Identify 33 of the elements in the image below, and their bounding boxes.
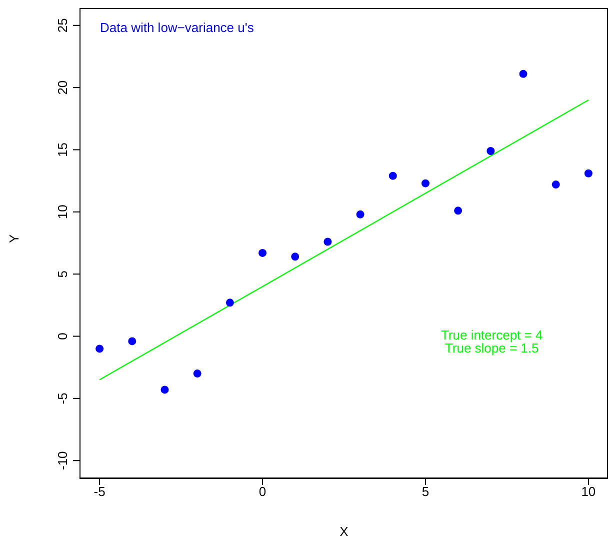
annotation: True slope = 1.5: [444, 340, 539, 356]
x-tick-label: -5: [94, 484, 106, 500]
point: [96, 344, 104, 353]
point: [421, 179, 430, 188]
point: [160, 386, 169, 394]
y-tick-label: 5: [55, 270, 70, 278]
annotation: Data with low−variance u's: [100, 20, 254, 35]
point: [486, 146, 495, 155]
point: [324, 238, 332, 246]
point: [258, 248, 267, 257]
point: [584, 169, 592, 178]
point: [454, 206, 462, 215]
point: [226, 298, 234, 307]
point: [356, 210, 364, 218]
y-tick-label: 20: [55, 80, 70, 95]
point: [291, 252, 300, 261]
y-tick-label: 25: [55, 18, 70, 33]
point: [552, 180, 560, 189]
y-axis-title: Y: [6, 234, 22, 243]
x-axis-title: X: [340, 524, 349, 539]
x-tick-label: 10: [581, 484, 596, 500]
x-tick-label: 5: [422, 484, 430, 500]
point: [193, 370, 202, 378]
y-tick-label: -5: [55, 392, 70, 404]
y-tick-label: 10: [55, 204, 70, 220]
point: [128, 337, 136, 346]
y-tick-label: 15: [55, 142, 70, 157]
y-tick-label: -10: [55, 451, 70, 470]
x-tick-label: 0: [258, 484, 266, 500]
point: [388, 172, 397, 180]
point: [519, 70, 528, 78]
annotation: True intercept = 4: [440, 327, 543, 342]
y-tick-label: 0: [55, 332, 70, 340]
